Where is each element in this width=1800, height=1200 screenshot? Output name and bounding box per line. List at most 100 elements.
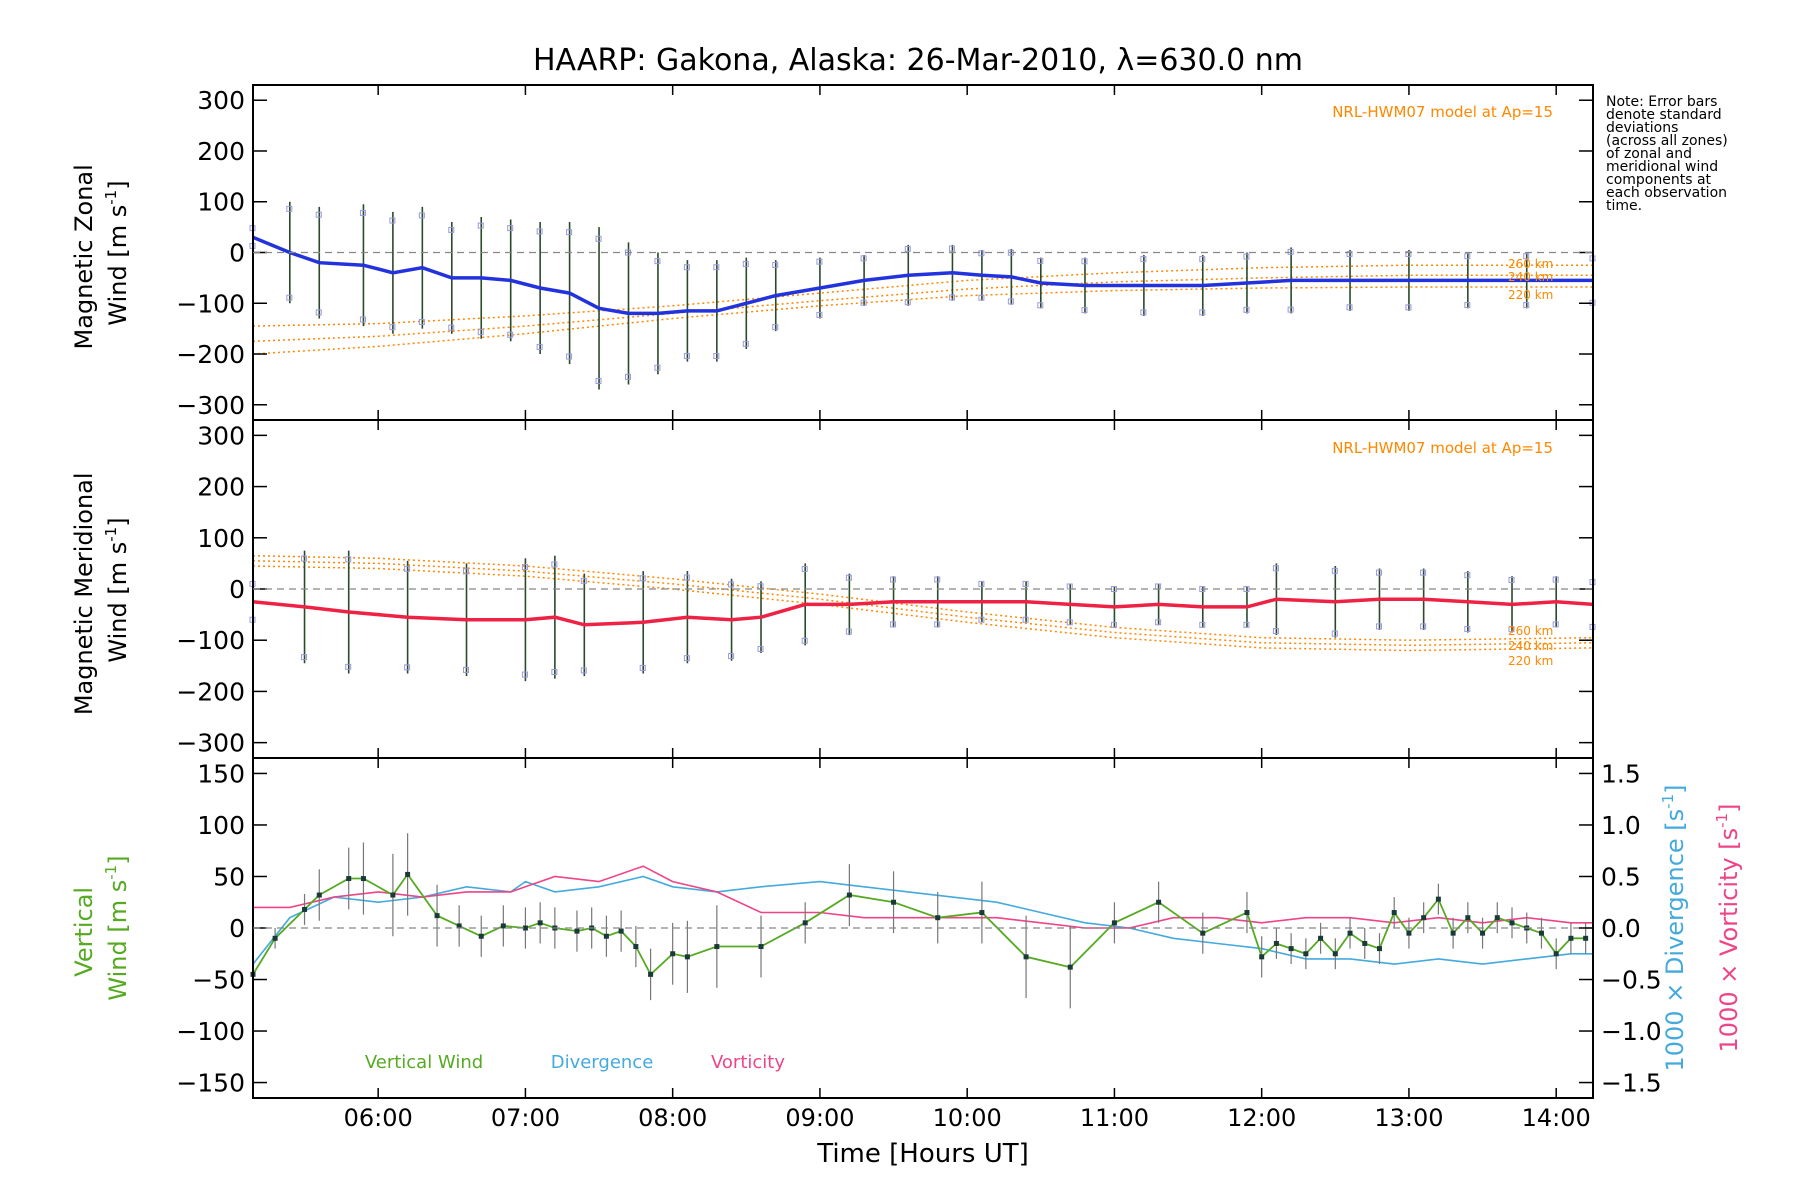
vertical-wind-point — [758, 944, 764, 950]
zonal-model-220-curve — [252, 286, 1593, 355]
zonal-wind-line — [252, 235, 1593, 316]
vorticity-y2label-close: ] — [1715, 804, 1743, 813]
zonal-model-label-260: 260 km — [1508, 257, 1553, 271]
zonal-model-260-curve — [252, 264, 1593, 327]
zonal-plot-frame — [252, 84, 1594, 421]
vertical-wind-point — [1318, 935, 1324, 941]
legend-vertical-wind: Vertical Wind — [365, 1052, 483, 1073]
zonal-sample-marker — [816, 311, 823, 318]
vertical-ylabel-unit: Wind [m s — [104, 880, 132, 1001]
meridional-ytick-label: −200 — [176, 677, 245, 706]
meridional-sample-marker — [1552, 576, 1559, 583]
vertical-wind-point — [670, 951, 676, 957]
y2-tick-label: 1.0 — [1601, 811, 1641, 840]
zonal-ytick-label: 100 — [197, 188, 245, 217]
note-line: time. — [1606, 198, 1643, 214]
zonal-ytick-label: 300 — [197, 86, 245, 115]
x-tick-label: 10:00 — [933, 1104, 1002, 1132]
divergence-y2label-text: 1000 × Divergence [s — [1661, 809, 1689, 1072]
meridional-sample-marker — [1375, 569, 1382, 576]
meridional-annotation: NRL-HWM07 model at Ap=15 — [1332, 439, 1553, 457]
vertical-wind-point — [522, 925, 528, 931]
note-line: Note: Error bars — [1606, 94, 1718, 110]
divergence-y2label-sup: -1 — [1659, 794, 1677, 809]
zonal-ytick-label: −200 — [176, 340, 245, 369]
meridional-sample-marker — [890, 621, 897, 628]
zonal-sample-marker — [713, 264, 720, 271]
vertical-wind-point — [633, 944, 639, 950]
zonal-panel: −300 −200 −100 0 100 200 300 NRL-HWM07 model a… — [70, 84, 1596, 421]
vertical-ytick-label: 100 — [197, 811, 245, 840]
meridional-plot-frame — [252, 419, 1594, 759]
vertical-wind-point — [478, 933, 484, 939]
vertical-wind-point — [1435, 896, 1441, 902]
zonal-sample-marker — [595, 377, 602, 384]
vertical-wind-point — [405, 871, 411, 877]
vertical-ytick-label: 0 — [229, 914, 245, 943]
meridional-ytick-label: 0 — [229, 575, 245, 604]
vertical-wind-point — [603, 933, 609, 939]
vertical-wind-point — [1568, 935, 1574, 941]
meridional-sample-marker — [404, 565, 411, 572]
note-line: (across all zones) — [1606, 133, 1728, 149]
zonal-sample-marker — [477, 329, 484, 336]
meridional-sample-marker — [301, 555, 308, 562]
zonal-ylabel: Magnetic Zonal Wind [m s-1] — [70, 157, 132, 350]
meridional-sample-marker — [1375, 623, 1382, 630]
vertical-wind-point — [1376, 946, 1382, 952]
figure-title: HAARP: Gakona, Alaska: 26-Mar-2010, λ=63… — [533, 43, 1303, 78]
zonal-ytick-label: 0 — [229, 239, 245, 268]
zonal-sample-marker — [742, 340, 749, 347]
meridional-sample-marker — [845, 628, 852, 635]
zonal-sample-marker — [507, 331, 514, 338]
meridional-sample-marker — [934, 621, 941, 628]
zonal-sample-marker — [286, 205, 293, 212]
meridional-ylabel-line2: Wind [m s-1] — [102, 517, 132, 662]
zonal-sample-marker — [904, 299, 911, 306]
note-line: deviations — [1606, 120, 1679, 136]
meridional-sample-marker — [728, 581, 735, 588]
vertical-wind-point — [574, 928, 580, 934]
zonal-sample-marker — [359, 209, 366, 216]
zonal-sample-marker — [286, 294, 293, 301]
vertical-wind-point — [456, 923, 462, 929]
vertical-wind-point — [1259, 954, 1265, 960]
zonal-sample-marker — [742, 260, 749, 267]
meridional-ytick-label: 100 — [197, 524, 245, 553]
vertical-wind-point — [346, 876, 352, 882]
meridional-sample-marker — [978, 580, 985, 587]
zonal-sample-marker — [507, 225, 514, 232]
meridional-ytick-label: 200 — [197, 473, 245, 502]
vertical-wind-point — [618, 928, 624, 934]
zonal-sample-marker — [816, 258, 823, 265]
zonal-model-label-240: 240 km — [1508, 270, 1553, 284]
vertical-ylabel: Vertical Wind [m s-1] — [70, 855, 132, 1000]
meridional-sample-marker — [845, 574, 852, 581]
zonal-sample-marker — [772, 324, 779, 331]
meridional-sample-marker — [1110, 621, 1117, 628]
zonal-sample-marker — [566, 353, 573, 360]
zonal-sample-marker — [1243, 306, 1250, 313]
x-tick-label: 14:00 — [1522, 1104, 1591, 1132]
vertical-wind-point — [935, 915, 941, 921]
x-axis-label: Time [Hours UT] — [816, 1139, 1029, 1169]
meridional-sample-marker — [1508, 626, 1515, 633]
meridional-sample-marker — [580, 667, 587, 674]
zonal-sample-marker — [1346, 304, 1353, 311]
zonal-sample-marker — [418, 212, 425, 219]
meridional-ylabel-close: ] — [104, 517, 132, 526]
vertical-wind-point — [1538, 930, 1544, 936]
meridional-sample-marker — [551, 561, 558, 568]
meridional-sample-marker — [1066, 619, 1073, 626]
meridional-ylabel-line1: Magnetic Meridional — [70, 472, 98, 715]
zonal-sample-marker — [654, 364, 661, 371]
zonal-sample-marker — [1199, 256, 1206, 263]
meridional-sample-marker — [1464, 572, 1471, 579]
zonal-sample-marker — [1243, 253, 1250, 260]
note-line: each observation — [1606, 185, 1728, 201]
meridional-ylabel: Magnetic Meridional Wind [m s-1] — [70, 465, 132, 715]
zonal-ytick-label: −300 — [176, 391, 245, 420]
zonal-sample-marker — [978, 250, 985, 257]
zonal-sample-marker — [713, 353, 720, 360]
zonal-sample-marker — [1081, 307, 1088, 314]
